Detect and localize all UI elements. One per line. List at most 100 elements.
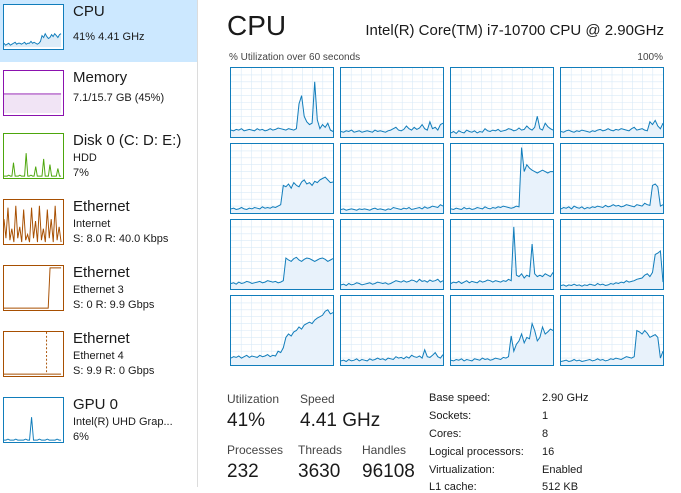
sidebar-item-title: Ethernet [73,264,130,281]
disk-thumbnail-graph [3,133,64,179]
core-usage-line [561,119,663,133]
utilization-caption: % Utilization over 60 seconds [229,52,361,63]
cpu-core-graph [450,143,554,214]
thumbnail-area [4,93,62,114]
core-usage-line [341,120,443,133]
cpu-thumbnail-graph [3,4,64,50]
cpu-core-graph [340,143,444,214]
logical-processors-label: Logical processors: [429,446,524,458]
core-usage-area [561,184,663,213]
sidebar-item-title: GPU 0 [73,396,119,413]
core-usage-line [341,278,443,287]
sidebar-item-cpu[interactable]: CPU 41% 4.41 GHz [0,0,197,62]
sidebar-item-ethernet-3[interactable]: Ethernet Ethernet 3 S: 0 R: 9.9 Gbps [0,261,197,323]
cpu-core-graph [230,143,334,214]
ethernet-thumbnail-graph [3,199,64,245]
core-usage-line [451,226,553,285]
cpu-core-graph [450,67,554,138]
sidebar-item-title: Ethernet [73,198,130,215]
thumbnail-line [4,205,62,243]
core-usage-line [341,204,443,211]
virtualization-value: Enabled [542,464,583,476]
sidebar-item-detail: HDD [73,152,97,164]
cpu-model-name: Intel(R) Core(TM) i7-10700 CPU @ 2.90GHz [365,22,664,39]
cpu-core-graph [340,67,444,138]
cpu-core-graph [340,295,444,366]
sidebar-item-detail: Ethernet 4 [73,350,124,362]
sidebar-item-detail: Intel(R) UHD Grap... [73,416,173,428]
sidebar-item-detail-2: 6% [73,431,89,443]
cores-label: Cores: [429,428,462,440]
sidebar: CPU 41% 4.41 GHz Memory 7.1/15.7 GB (45%… [0,0,198,487]
sidebar-item-detail: 7.1/15.7 GB (45%) [73,92,165,104]
core-usage-line [231,176,333,211]
core-usage-line [341,348,443,363]
cpu-core-graph [560,67,664,138]
cpu-core-graph [560,219,664,290]
sidebar-item-ethernet-internet[interactable]: Ethernet Internet S: 8.0 R: 40.0 Kbps [0,195,197,257]
memory-thumbnail-graph [3,70,64,116]
sidebar-item-title: CPU [73,3,105,20]
core-usage-line [561,183,663,210]
processes-label: Processes [227,443,284,457]
sidebar-item-detail: 41% 4.41 GHz [73,31,145,43]
handles-label: Handles [362,443,407,457]
speed-value: 4.41 GHz [300,410,381,431]
core-usage-area [451,116,553,137]
thumbnail-line [4,417,62,441]
utilization-max-label: 100% [637,52,663,63]
base-speed-label: Base speed: [429,392,491,404]
ethernet-thumbnail-graph [3,265,64,311]
sidebar-item-title: Ethernet [73,330,130,347]
sidebar-item-title: Disk 0 (C: D: E:) [73,132,182,149]
core-usage-area [561,120,663,137]
cpu-core-graph [230,219,334,290]
sidebar-item-detail-2: 7% [73,167,89,179]
main-panel: CPU Intel(R) Core(TM) i7-10700 CPU @ 2.9… [199,0,681,493]
cpu-core-graph [560,295,664,366]
core-usage-line [451,116,553,135]
l1-cache-label: L1 cache: [429,481,477,493]
core-usage-area [561,330,663,365]
speed-label: Speed [300,392,335,406]
core-usage-area [231,257,333,289]
logical-processor-graphs [230,67,664,370]
threads-label: Threads [298,443,343,457]
sidebar-item-ethernet-4[interactable]: Ethernet Ethernet 4 S: 9.9 R: 0 Gbps [0,327,197,389]
utilization-value: 41% [227,410,266,431]
core-usage-line [231,81,333,132]
cpu-core-graph [450,295,554,366]
thumbnail-line [4,267,62,309]
cores-value: 8 [542,428,549,440]
sidebar-item-memory[interactable]: Memory 7.1/15.7 GB (45%) [0,66,197,128]
utilization-label: Utilization [227,392,280,406]
sidebar-item-detail-2: S: 9.9 R: 0 Gbps [73,365,155,377]
cpu-core-graph [560,143,664,214]
logical-processors-value: 16 [542,446,555,458]
sidebar-item-disk-0[interactable]: Disk 0 (C: D: E:) HDD 7% [0,129,197,191]
handles-value: 96108 [362,461,415,482]
core-usage-line [561,250,663,287]
l1-cache-value: 512 KB [542,481,579,493]
ethernet-thumbnail-graph [3,331,64,377]
cpu-core-graph [230,67,334,138]
base-speed-value: 2.90 GHz [542,392,589,404]
cpu-core-graph [450,219,554,290]
sidebar-item-gpu-0[interactable]: GPU 0 Intel(R) UHD Grap... 6% [0,393,197,455]
core-usage-line [451,321,553,362]
core-usage-line [231,256,333,285]
core-usage-area [451,147,553,213]
cpu-core-graph [340,219,444,290]
sidebar-item-detail: Ethernet 3 [73,284,124,296]
core-usage-area [451,226,553,289]
threads-value: 3630 [298,461,341,482]
processes-value: 232 [227,461,259,482]
sockets-label: Sockets: [429,410,472,422]
core-usage-line [451,147,553,211]
sidebar-item-detail: Internet [73,218,111,230]
gpu-thumbnail-graph [3,397,64,443]
sockets-value: 1 [542,410,549,422]
core-usage-line [561,329,663,363]
page-title: CPU [227,10,287,41]
cpu-core-graph [230,295,334,366]
